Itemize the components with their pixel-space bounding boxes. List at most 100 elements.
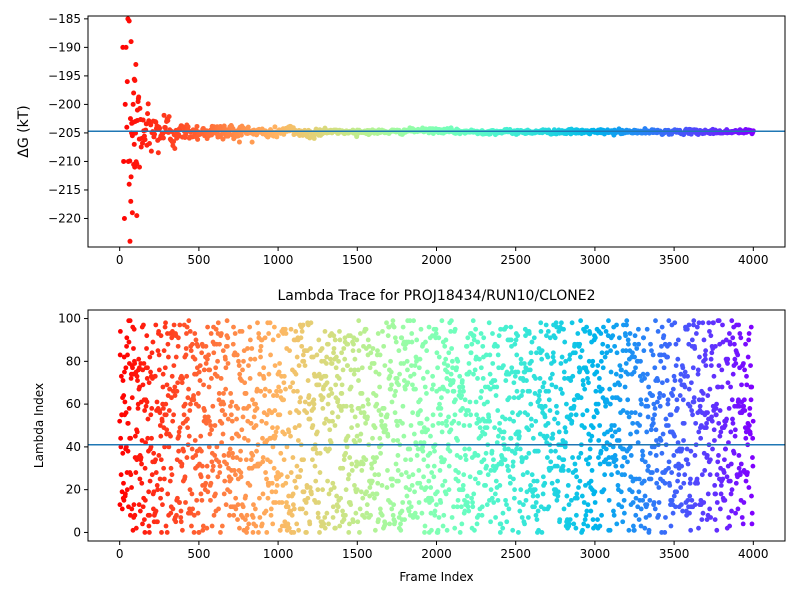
- lambda-point: [208, 423, 214, 428]
- lambda-x-label: Frame Index: [399, 570, 473, 584]
- lambda-point: [686, 386, 692, 392]
- lambda-point: [178, 515, 184, 520]
- lambda-point: [369, 478, 375, 484]
- lambda-point: [687, 403, 693, 409]
- lambda-point: [625, 337, 631, 343]
- lambda-point: [446, 487, 452, 493]
- lambda-point: [236, 363, 242, 369]
- lambda-point: [177, 425, 183, 431]
- lambda-point: [554, 410, 560, 416]
- lambda-point: [416, 500, 422, 505]
- lambda-point: [343, 450, 349, 456]
- lambda-point: [736, 453, 742, 458]
- lambda-point: [671, 373, 677, 379]
- lambda-point: [268, 512, 274, 518]
- lambda-point: [414, 337, 420, 343]
- lambda-point: [416, 365, 422, 371]
- lambda-point: [400, 403, 406, 409]
- lambda-point: [191, 397, 197, 403]
- lambda-point: [235, 517, 240, 523]
- lambda-point: [532, 391, 538, 396]
- lambda-point: [204, 463, 210, 469]
- lambda-point: [396, 478, 401, 484]
- lambda-point: [571, 403, 577, 409]
- lambda-point: [274, 393, 280, 398]
- lambda-point: [653, 318, 658, 324]
- lambda-point: [313, 478, 319, 484]
- lambda-point: [385, 433, 391, 439]
- x-tick-label: 1500: [342, 253, 373, 267]
- lambda-point: [633, 512, 639, 518]
- lambda-point: [208, 331, 214, 336]
- lambda-point: [222, 478, 228, 484]
- lambda-point: [613, 457, 619, 463]
- lambda-point: [630, 420, 636, 426]
- lambda-point: [502, 457, 508, 463]
- lambda-point: [600, 341, 606, 347]
- lambda-point: [717, 433, 723, 439]
- lambda-point: [363, 420, 369, 426]
- lambda-point: [433, 326, 439, 332]
- lambda-point: [438, 500, 444, 505]
- lambda-point: [633, 365, 638, 371]
- lambda-point: [607, 461, 612, 467]
- lambda-point: [217, 463, 223, 469]
- lambda-point: [208, 497, 213, 503]
- lambda-point: [291, 530, 297, 535]
- lambda-point: [555, 493, 561, 499]
- lambda-point: [563, 401, 569, 407]
- lambda-point: [453, 397, 458, 403]
- lambda-point: [441, 361, 447, 366]
- lambda-point: [329, 361, 335, 366]
- lambda-point: [284, 444, 290, 450]
- lambda-point: [242, 517, 248, 523]
- delta-g-point: [140, 117, 146, 123]
- lambda-point: [499, 461, 505, 467]
- lambda-point: [290, 380, 296, 386]
- lambda-point: [347, 521, 352, 527]
- lambda-point: [227, 489, 233, 495]
- lambda-point: [429, 527, 434, 533]
- lambda-point: [531, 478, 537, 484]
- lambda-point: [415, 515, 420, 520]
- lambda-point: [397, 371, 402, 377]
- lambda-point: [546, 388, 551, 394]
- lambda-point: [651, 500, 657, 505]
- lambda-point: [298, 335, 304, 341]
- lambda-point: [585, 523, 591, 529]
- y-tick-label: −200: [48, 97, 81, 111]
- lambda-point: [315, 510, 321, 516]
- lambda-point: [744, 373, 749, 379]
- lambda-point: [497, 420, 503, 426]
- lambda-point: [711, 427, 717, 433]
- lambda-point: [670, 386, 676, 392]
- lambda-point: [471, 337, 477, 343]
- lambda-point: [118, 472, 124, 478]
- lambda-point: [207, 431, 213, 437]
- lambda-point: [644, 326, 650, 332]
- lambda-point: [462, 397, 468, 403]
- lambda-point: [497, 482, 503, 488]
- lambda-point: [750, 455, 755, 460]
- lambda-point: [603, 328, 609, 334]
- delta-g-point: [122, 101, 128, 107]
- lambda-point: [675, 356, 681, 362]
- lambda-point: [213, 326, 219, 332]
- lambda-point: [231, 468, 237, 473]
- lambda-point: [707, 506, 713, 512]
- lambda-point: [634, 429, 640, 435]
- lambda-point: [685, 461, 691, 467]
- lambda-point: [292, 478, 298, 484]
- lambda-point: [330, 515, 336, 520]
- lambda-point: [292, 425, 298, 431]
- lambda-point: [728, 491, 734, 497]
- lambda-point: [475, 339, 481, 345]
- lambda-point: [359, 468, 365, 473]
- lambda-point: [679, 446, 685, 452]
- lambda-point: [528, 350, 534, 356]
- lambda-point: [546, 397, 552, 403]
- lambda-point: [161, 465, 167, 471]
- lambda-point: [288, 508, 294, 514]
- x-tick-label: 500: [187, 547, 210, 561]
- lambda-point: [220, 348, 226, 354]
